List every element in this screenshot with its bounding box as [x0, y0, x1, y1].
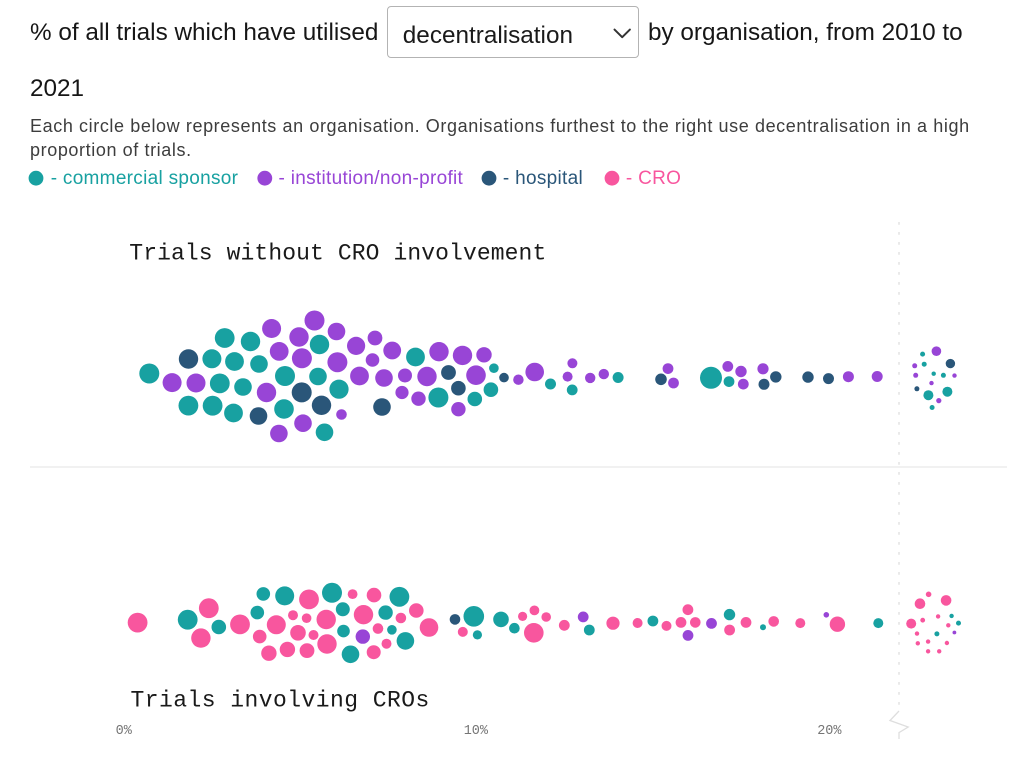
- svg-text:10%: 10%: [464, 724, 489, 739]
- svg-text:Trials involving CROs: Trials involving CROs: [131, 688, 430, 714]
- svg-text:Trials without CRO involvement: Trials without CRO involvement: [129, 240, 546, 266]
- svg-text:20%: 20%: [817, 724, 842, 739]
- svg-text:0%: 0%: [116, 724, 133, 739]
